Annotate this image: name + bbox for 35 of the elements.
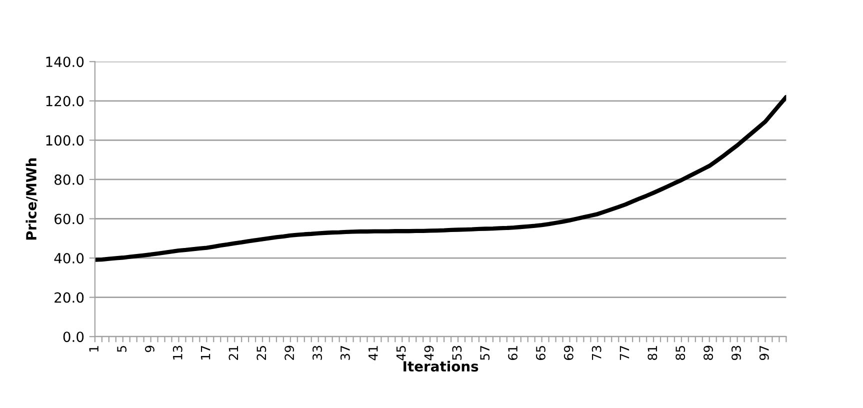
x-tick-label: 9 <box>144 346 154 352</box>
x-tick-label: 33 <box>312 346 322 360</box>
x-tick-label: 21 <box>228 346 238 360</box>
y-axis-title: Price/MWh <box>26 158 38 240</box>
x-tick-label: 81 <box>648 346 658 360</box>
x-tick-label: 57 <box>480 346 490 360</box>
y-tick-label: 0.0 <box>63 332 84 342</box>
x-tick-label: 25 <box>256 346 266 360</box>
y-tick-label: 20.0 <box>54 292 84 303</box>
x-tick-label: 85 <box>676 346 686 360</box>
x-tick-label: 77 <box>620 346 630 360</box>
x-tick-label: 53 <box>452 346 462 360</box>
y-tick-label: 120.0 <box>46 96 84 106</box>
x-tick-label: 5 <box>117 346 126 352</box>
x-tick-label: 29 <box>284 346 294 360</box>
x-tick-label: 49 <box>424 346 434 360</box>
x-tick-label: 1 <box>89 346 98 352</box>
x-tick-label: 61 <box>508 346 518 360</box>
x-tick-label: 69 <box>564 346 574 360</box>
x-tick-label: 17 <box>200 346 210 360</box>
x-tick-label: 73 <box>592 346 602 360</box>
y-tick-label: 80.0 <box>54 174 84 185</box>
x-tick-label: 93 <box>731 346 741 360</box>
y-tick-label: 40.0 <box>54 253 84 264</box>
x-tick-label: 97 <box>759 346 769 360</box>
x-tick-label: 41 <box>368 346 378 360</box>
y-tick-label: 100.0 <box>46 135 84 146</box>
x-axis-title: Iterations <box>404 360 478 372</box>
y-tick-label: 140.0 <box>46 56 84 68</box>
x-tick-label: 65 <box>536 346 546 360</box>
x-tick-label: 45 <box>396 346 406 360</box>
y-tick-label: 60.0 <box>54 214 84 224</box>
x-tick-label: 89 <box>704 346 714 360</box>
x-tick-label: 37 <box>340 346 350 360</box>
x-tick-label: 13 <box>172 346 182 360</box>
